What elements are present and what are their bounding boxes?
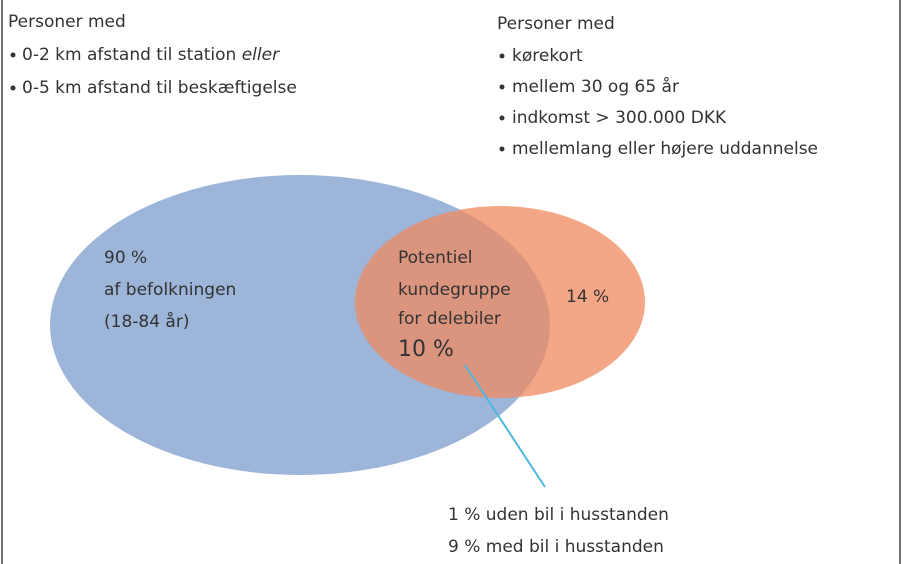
overlap-label: kundegruppe	[398, 280, 511, 300]
bullet	[499, 84, 505, 90]
overlap-label: Potentiel	[398, 248, 473, 268]
right-heading: Personer med	[497, 14, 615, 34]
right-item: mellem 30 og 65 år	[512, 76, 679, 97]
overlap-label: for delebiler	[398, 309, 501, 329]
bullet	[499, 115, 505, 121]
orange-ellipse	[355, 206, 645, 398]
left-item-text: 0-2 km afstand til station	[22, 45, 236, 65]
right-item: kørekort	[512, 46, 583, 66]
blue-label: af befolkningen	[104, 280, 236, 300]
callout-text: 1 % uden bil i husstanden	[448, 505, 669, 525]
bullet	[499, 53, 505, 59]
blue-label: (18-84 år)	[104, 311, 189, 332]
right-item: mellemlang eller højere uddannelse	[512, 139, 818, 159]
orange-label: 14 %	[566, 287, 609, 307]
bullet	[499, 146, 505, 152]
left-connector: eller	[242, 45, 280, 65]
left-item: 0-5 km afstand til beskæftigelse	[22, 78, 297, 98]
right-item: indkomst > 300.000 DKK	[512, 108, 727, 128]
callout-text: 9 % med bil i husstanden	[448, 537, 664, 557]
left-item: 0-2 km afstand til station eller	[22, 45, 280, 65]
bullet	[10, 52, 16, 58]
overlap-share: 10 %	[398, 337, 454, 362]
callout-line	[464, 364, 546, 488]
left-heading: Personer med	[8, 12, 126, 32]
bullet	[10, 85, 16, 91]
blue-label: 90 %	[104, 248, 147, 268]
